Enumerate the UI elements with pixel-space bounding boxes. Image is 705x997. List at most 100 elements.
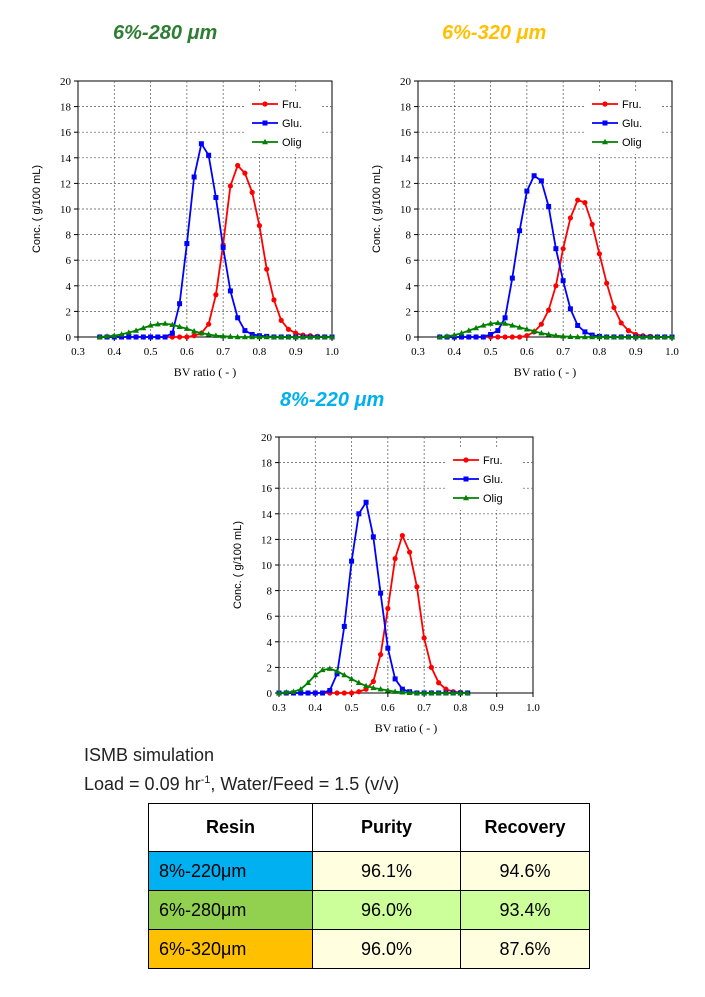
data-point bbox=[407, 549, 413, 555]
data-point bbox=[234, 333, 241, 340]
data-point bbox=[560, 246, 566, 252]
chart-title-8-220: 8%-220 μm bbox=[280, 389, 385, 411]
data-point bbox=[154, 321, 161, 327]
data-point bbox=[162, 320, 169, 326]
data-point bbox=[191, 328, 198, 334]
data-point bbox=[198, 141, 204, 147]
data-point bbox=[356, 511, 362, 517]
data-point bbox=[235, 315, 241, 321]
data-point bbox=[348, 690, 355, 696]
y-tick-label: 2 bbox=[66, 306, 72, 318]
data-point bbox=[205, 331, 212, 337]
simulation-notes: ISMB simulation Load = 0.09 hr-1, Water/… bbox=[84, 743, 399, 797]
data-point bbox=[271, 297, 277, 303]
data-point bbox=[242, 170, 248, 176]
data-point bbox=[487, 320, 494, 326]
data-point bbox=[133, 334, 139, 340]
data-point bbox=[184, 334, 190, 340]
data-point bbox=[502, 334, 508, 340]
data-point bbox=[206, 152, 212, 158]
y-tick-label: 12 bbox=[400, 178, 411, 190]
data-point bbox=[589, 221, 595, 227]
legend-marker bbox=[602, 138, 608, 145]
data-point bbox=[625, 328, 632, 334]
legend-entry: Glu. bbox=[453, 474, 503, 486]
legend-marker bbox=[262, 101, 268, 107]
table-row: 6%-280μm 96.0% 93.4% bbox=[148, 890, 590, 930]
data-point bbox=[341, 623, 347, 629]
data-point bbox=[319, 666, 326, 673]
data-point bbox=[307, 333, 314, 340]
y-tick-label: 20 bbox=[400, 76, 412, 88]
y-tick-label: 6 bbox=[267, 611, 273, 623]
data-point bbox=[348, 675, 355, 682]
series-olig bbox=[276, 665, 471, 696]
header-resin: Resin bbox=[148, 803, 313, 852]
legend-label: Olig bbox=[483, 493, 503, 505]
y-axis-label: Conc. ( g/100 mL) bbox=[232, 521, 244, 609]
data-point bbox=[363, 682, 370, 689]
data-point bbox=[334, 671, 340, 677]
x-tick-label: 0.6 bbox=[381, 702, 395, 714]
data-point bbox=[459, 334, 465, 340]
y-tick-label: 8 bbox=[406, 230, 412, 242]
table-header-row: Resin Purity Recovery bbox=[148, 803, 590, 852]
y-axis-label: Conc. ( g/100 mL) bbox=[31, 165, 43, 253]
y-tick-label: 8 bbox=[66, 230, 72, 242]
y-tick-label: 10 bbox=[261, 560, 273, 572]
data-point bbox=[596, 251, 603, 257]
data-point bbox=[443, 686, 449, 692]
data-point bbox=[169, 330, 175, 336]
resin-cell: 6%-320μm bbox=[148, 929, 313, 969]
y-tick-label: 20 bbox=[60, 76, 72, 88]
data-point bbox=[466, 334, 472, 340]
data-point bbox=[517, 228, 523, 234]
data-point bbox=[575, 197, 581, 203]
data-point bbox=[661, 333, 668, 340]
legend-marker bbox=[463, 457, 469, 463]
y-tick-label: 14 bbox=[60, 153, 72, 165]
data-point bbox=[292, 333, 299, 340]
x-tick-label: 1.0 bbox=[526, 702, 540, 714]
legend-entry: Fru. bbox=[592, 99, 642, 111]
data-point bbox=[531, 173, 537, 179]
data-point bbox=[464, 689, 471, 696]
data-point bbox=[436, 333, 443, 340]
data-point bbox=[305, 679, 312, 685]
data-point bbox=[213, 194, 219, 200]
y-tick-label: 16 bbox=[400, 127, 412, 139]
data-point bbox=[227, 288, 233, 294]
data-point bbox=[413, 689, 420, 696]
data-point bbox=[399, 532, 405, 539]
data-point bbox=[524, 188, 530, 194]
resin-cell: 6%-280μm bbox=[148, 890, 313, 930]
x-axis-label: BV ratio ( - ) bbox=[174, 365, 236, 379]
data-point bbox=[370, 678, 376, 685]
data-point bbox=[298, 690, 304, 696]
data-point bbox=[111, 332, 118, 338]
data-point bbox=[220, 244, 226, 250]
data-point bbox=[669, 333, 675, 340]
data-point bbox=[297, 685, 304, 692]
data-point bbox=[385, 605, 391, 612]
x-axis-label: BV ratio ( - ) bbox=[375, 721, 437, 735]
y-tick-label: 0 bbox=[66, 332, 72, 344]
x-tick-label: 0.4 bbox=[447, 346, 461, 358]
purity-cell: 96.0% bbox=[312, 890, 461, 930]
data-point bbox=[356, 689, 362, 695]
data-point bbox=[428, 689, 435, 696]
data-point bbox=[334, 668, 341, 674]
data-point bbox=[378, 652, 384, 658]
data-point bbox=[495, 334, 501, 340]
data-point bbox=[546, 203, 552, 209]
data-point bbox=[538, 329, 545, 336]
data-point bbox=[553, 283, 559, 289]
legend-entry: Fru. bbox=[453, 455, 503, 467]
data-point bbox=[582, 200, 588, 206]
data-point bbox=[392, 688, 399, 694]
data-point bbox=[654, 333, 661, 340]
data-point bbox=[299, 333, 306, 340]
data-point bbox=[177, 334, 183, 340]
